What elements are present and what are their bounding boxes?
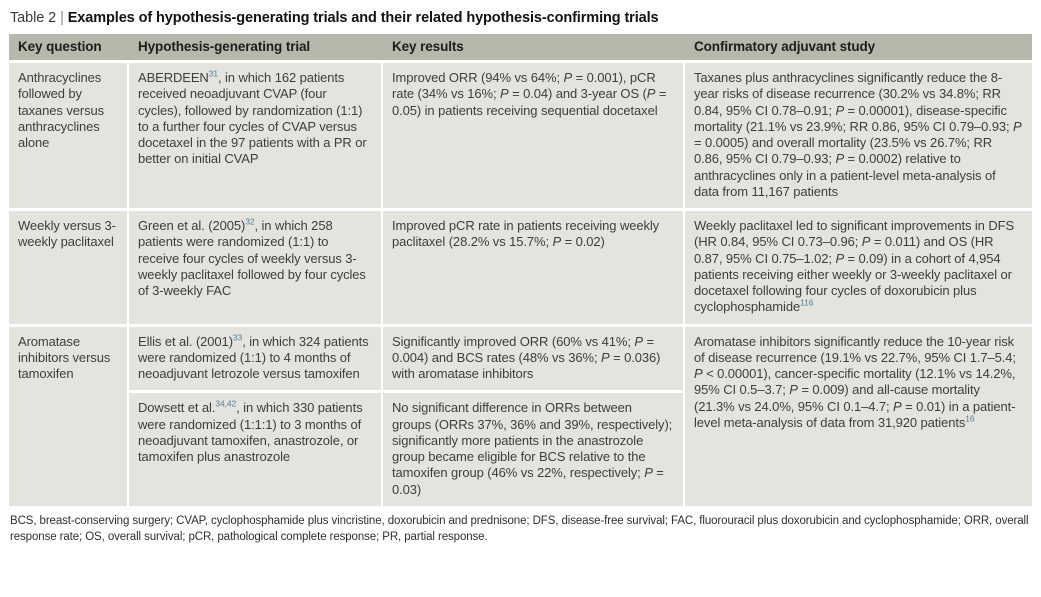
cell-key-question-anthracyclines: Anthracyclines followed by taxanes versu… xyxy=(9,63,127,208)
cell-trial-green: Green et al. (2005)32, in which 258 pati… xyxy=(129,211,381,324)
cell-key-question-aromatase: Aromatase inhibitors versus tamoxifen xyxy=(9,326,127,506)
table-body: Anthracyclines followed by taxanes versu… xyxy=(9,63,1032,506)
header-hypothesis-generating-trial: Hypothesis-generating trial xyxy=(138,39,311,54)
cell-results-aberdeen: Improved ORR (94% vs 64%; P = 0.001), pC… xyxy=(383,63,683,208)
table-header-row: Key question Hypothesis-generating trial… xyxy=(9,34,1032,60)
table-title-text: Examples of hypothesis-generating trials… xyxy=(67,10,659,26)
cell-results-ellis: Significantly improved ORR (60% vs 41%; … xyxy=(383,326,683,391)
cell-trial-dowsett: Dowsett et al.34,42, in which 330 patien… xyxy=(129,393,381,506)
cell-trial-aberdeen: ABERDEEN31, in which 162 patients receiv… xyxy=(129,63,381,208)
cell-confirmatory-aromatase: Aromatase inhibitors significantly reduc… xyxy=(685,326,1032,506)
table-number: Table 2 xyxy=(10,10,57,26)
cell-confirmatory-anthracyclines: Taxanes plus anthracyclines significantl… xyxy=(685,63,1032,208)
cell-confirmatory-weekly-paclitaxel: Weekly paclitaxel led to significant imp… xyxy=(685,211,1032,324)
header-key-question: Key question xyxy=(18,39,102,54)
cell-results-dowsett: No significant difference in ORRs betwee… xyxy=(383,393,683,506)
cell-results-green: Improved pCR rate in patients receiving … xyxy=(383,211,683,324)
header-confirmatory-adjuvant-study: Confirmatory adjuvant study xyxy=(694,39,876,54)
table-footnote: BCS, breast-conserving surgery; CVAP, cy… xyxy=(10,514,1029,543)
header-key-results: Key results xyxy=(392,39,464,54)
title-separator: | xyxy=(60,10,64,26)
cell-trial-ellis: Ellis et al. (2001)33, in which 324 pati… xyxy=(129,326,381,391)
table-title: Table 2 | Examples of hypothesis-generatin… xyxy=(10,10,1032,26)
cell-key-question-weekly-paclitaxel: Weekly versus 3-weekly paclitaxel xyxy=(9,211,127,324)
